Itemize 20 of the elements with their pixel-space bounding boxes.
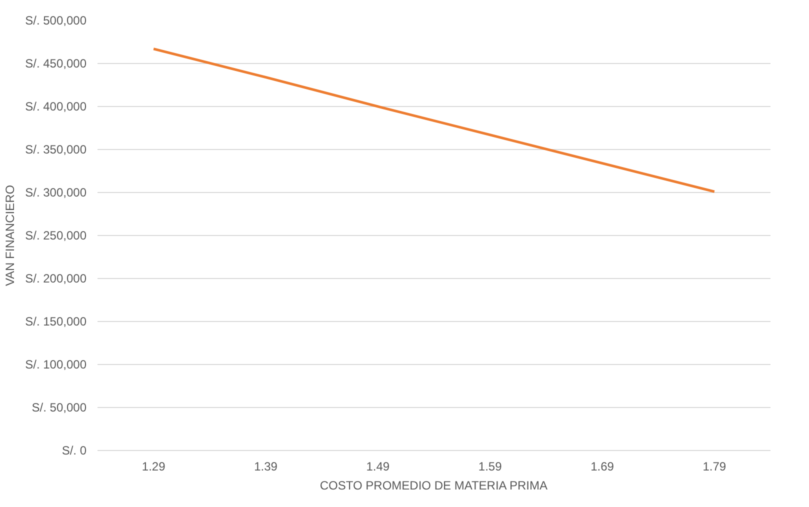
- y-axis-title: VAN FINANCIERO: [3, 184, 18, 286]
- x-tick-label: 1.49: [366, 460, 390, 474]
- line-series: [152, 48, 716, 193]
- y-tick-label: S/. 150,000: [25, 314, 87, 328]
- y-tick-label: S/. 50,000: [32, 400, 87, 414]
- x-tick-label: 1.79: [702, 460, 726, 474]
- x-tick-label: 1.59: [478, 460, 502, 474]
- y-tick-label: S/. 100,000: [25, 358, 87, 372]
- y-tick-label: S/. 450,000: [25, 56, 87, 70]
- y-tick-label: S/. 400,000: [25, 100, 87, 114]
- x-axis-title: COSTO PROMEDIO DE MATERIA PRIMA: [320, 478, 548, 492]
- y-tick-label: S/. 250,000: [25, 228, 87, 242]
- x-tick-label: 1.39: [254, 460, 278, 474]
- y-tick-label: S/. 500,000: [25, 14, 87, 28]
- x-tick-label: 1.69: [590, 460, 614, 474]
- y-tick-label: S/. 350,000: [25, 142, 87, 156]
- y-tick-label: S/. 200,000: [25, 272, 87, 286]
- x-tick-label: 1.29: [142, 460, 166, 474]
- y-tick-label: S/. 0: [62, 444, 87, 458]
- y-tick-label: S/. 300,000: [25, 186, 87, 200]
